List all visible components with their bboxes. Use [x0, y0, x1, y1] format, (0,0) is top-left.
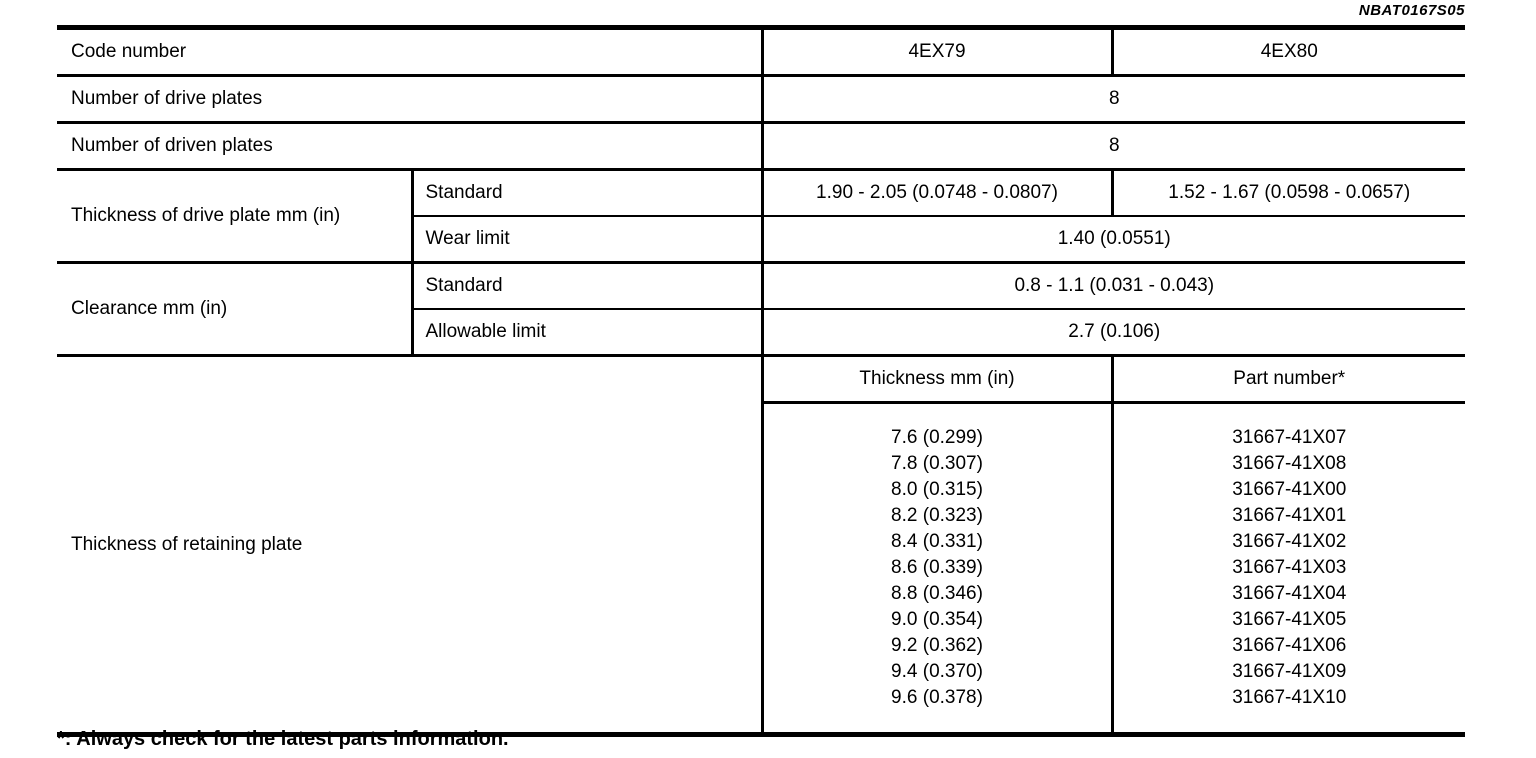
- retaining-thickness-item: 9.2 (0.362): [891, 635, 983, 656]
- retaining-part-item: 31667-41X04: [1232, 583, 1347, 604]
- drive-plate-thickness-standard-4ex79: 1.90 - 2.05 (0.0748 - 0.0807): [760, 169, 1112, 217]
- drive-plate-wear-limit-value: 1.40 (0.0551): [760, 216, 1465, 264]
- clutch-pack-spec-table: Code number 4EX79 4EX80 Number of drive …: [57, 25, 1465, 737]
- retaining-part-item: 31667-41X09: [1232, 661, 1347, 682]
- driven-plates-value: 8: [760, 122, 1465, 171]
- retaining-part-item: 31667-41X05: [1232, 609, 1347, 630]
- retaining-thickness-list: 7.6 (0.299) 7.8 (0.307) 8.0 (0.315) 8.2 …: [760, 402, 1112, 737]
- retaining-part-item: 31667-41X07: [1232, 427, 1347, 448]
- retaining-thickness-item: 8.0 (0.315): [891, 479, 983, 500]
- parts-footnote: *: Always check for the latest parts inf…: [57, 728, 509, 750]
- drive-plate-thickness-standard-4ex80: 1.52 - 1.67 (0.0598 - 0.0657): [1110, 169, 1465, 217]
- row-drive-plates: Number of drive plates 8: [57, 75, 1465, 124]
- document-reference-code: NBAT0167S05: [1358, 2, 1465, 19]
- clearance-standard-value: 0.8 - 1.1 (0.031 - 0.043): [760, 262, 1465, 310]
- retaining-part-item: 31667-41X01: [1232, 505, 1347, 526]
- retaining-part-number-header: Part number*: [1110, 355, 1465, 404]
- row-clearance-allowable-limit: Allowable limit 2.7 (0.106): [57, 309, 1465, 357]
- row-retaining-plate-values: 7.6 (0.299) 7.8 (0.307) 8.0 (0.315) 8.2 …: [57, 402, 1465, 737]
- drive-plates-label: Number of drive plates: [57, 75, 762, 124]
- row-retaining-plate-headers: Thickness of retaining plate Thickness m…: [57, 355, 1465, 737]
- code-number-4ex80: 4EX80: [1110, 25, 1465, 77]
- clearance-allowable-label: Allowable limit: [410, 309, 762, 357]
- retaining-part-item: 31667-41X02: [1232, 531, 1347, 552]
- retaining-part-number-list: 31667-41X07 31667-41X08 31667-41X00 3166…: [1110, 402, 1465, 737]
- clearance-label: Clearance mm (in): [57, 262, 412, 357]
- row-driven-plates: Number of driven plates 8: [57, 122, 1465, 171]
- retaining-thickness-item: 7.6 (0.299): [891, 427, 983, 448]
- retaining-thickness-item: 9.6 (0.378): [891, 687, 983, 708]
- code-number-4ex79: 4EX79: [760, 25, 1112, 77]
- retaining-thickness-item: 8.4 (0.331): [891, 531, 983, 552]
- retaining-part-item: 31667-41X03: [1232, 557, 1347, 578]
- drive-plate-thickness-label: Thickness of drive plate mm (in): [57, 169, 412, 264]
- retaining-thickness-item: 8.2 (0.323): [891, 505, 983, 526]
- retaining-thickness-item: 7.8 (0.307): [891, 453, 983, 474]
- retaining-plate-label: Thickness of retaining plate: [57, 355, 762, 737]
- drive-plate-thickness-standard-label: Standard: [410, 169, 762, 217]
- retaining-thickness-item: 9.0 (0.354): [891, 609, 983, 630]
- retaining-thickness-header: Thickness mm (in): [760, 355, 1112, 404]
- retaining-part-item: 31667-41X06: [1232, 635, 1347, 656]
- retaining-part-item: 31667-41X00: [1232, 479, 1347, 500]
- row-drive-plate-thickness-standard: Thickness of drive plate mm (in) Standar…: [57, 169, 1465, 264]
- row-drive-plate-thickness-wear-limit: Wear limit 1.40 (0.0551): [57, 216, 1465, 264]
- retaining-thickness-item: 8.8 (0.346): [891, 583, 983, 604]
- drive-plate-wear-limit-label: Wear limit: [410, 216, 762, 264]
- clearance-standard-label: Standard: [410, 262, 762, 310]
- retaining-thickness-item: 8.6 (0.339): [891, 557, 983, 578]
- clearance-allowable-value: 2.7 (0.106): [760, 309, 1465, 357]
- driven-plates-label: Number of driven plates: [57, 122, 762, 171]
- retaining-part-item: 31667-41X10: [1232, 687, 1347, 708]
- row-code-number: Code number 4EX79 4EX80: [57, 25, 1465, 77]
- retaining-part-item: 31667-41X08: [1232, 453, 1347, 474]
- row-clearance-standard: Clearance mm (in) Standard 0.8 - 1.1 (0.…: [57, 262, 1465, 357]
- drive-plates-value: 8: [760, 75, 1465, 124]
- retaining-thickness-item: 9.4 (0.370): [891, 661, 983, 682]
- code-number-label: Code number: [57, 25, 762, 77]
